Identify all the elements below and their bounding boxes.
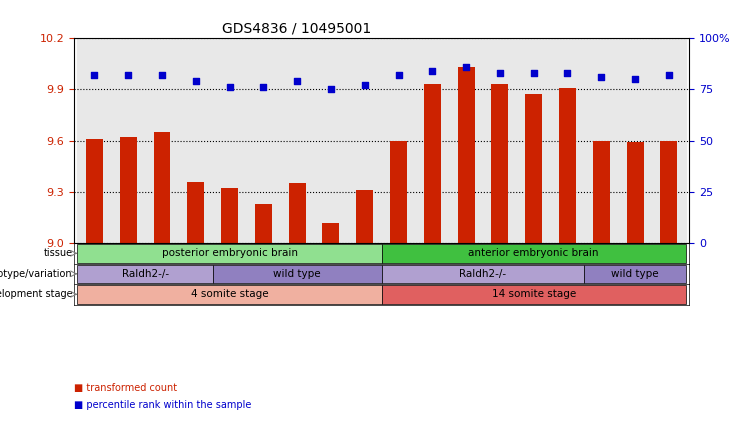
Bar <box>618 38 652 243</box>
Bar <box>314 38 348 243</box>
Bar <box>559 88 576 243</box>
FancyBboxPatch shape <box>213 265 382 283</box>
Text: GSM1065694: GSM1065694 <box>128 247 137 299</box>
FancyBboxPatch shape <box>382 285 685 304</box>
Point <box>629 76 641 82</box>
Text: GSM1065696: GSM1065696 <box>196 247 205 299</box>
Bar <box>213 38 247 243</box>
Point <box>595 74 607 80</box>
Point <box>663 71 675 78</box>
Text: wild type: wild type <box>611 269 659 279</box>
Text: GSM1065698: GSM1065698 <box>263 247 273 298</box>
Point <box>190 78 202 85</box>
Bar <box>289 183 305 243</box>
Bar <box>111 38 145 243</box>
Text: posterior embryonic brain: posterior embryonic brain <box>162 248 298 258</box>
Bar <box>86 139 103 243</box>
Bar <box>179 38 213 243</box>
Text: 14 somite stage: 14 somite stage <box>491 289 576 299</box>
Point <box>291 78 303 85</box>
Point <box>562 69 574 76</box>
Text: GSM1065693: GSM1065693 <box>94 247 104 299</box>
FancyBboxPatch shape <box>382 244 685 263</box>
Bar <box>585 38 618 243</box>
Point <box>460 63 472 70</box>
Text: GSM1065708: GSM1065708 <box>500 247 509 298</box>
Bar <box>153 132 170 243</box>
Bar <box>382 38 416 243</box>
Text: wild type: wild type <box>273 269 321 279</box>
Bar <box>187 181 205 243</box>
Point <box>88 71 100 78</box>
Text: GSM1065707: GSM1065707 <box>466 247 475 299</box>
Point <box>325 86 337 93</box>
Text: Raldh2-/-: Raldh2-/- <box>459 269 507 279</box>
Point <box>122 71 134 78</box>
Point <box>528 69 539 76</box>
Bar <box>280 38 314 243</box>
Point <box>156 71 168 78</box>
Point <box>393 71 405 78</box>
Bar <box>416 38 449 243</box>
Text: Raldh2-/-: Raldh2-/- <box>122 269 169 279</box>
Bar <box>356 190 373 243</box>
FancyBboxPatch shape <box>382 265 585 283</box>
Bar <box>483 38 516 243</box>
Bar <box>525 94 542 243</box>
Text: GSM1065697: GSM1065697 <box>230 247 239 299</box>
Bar <box>120 137 136 243</box>
Text: GSM1065700: GSM1065700 <box>331 247 340 299</box>
Text: genotype/variation: genotype/variation <box>0 269 73 279</box>
Text: GSM1065703: GSM1065703 <box>635 247 644 299</box>
Bar <box>348 38 382 243</box>
Point <box>257 84 269 91</box>
Text: GSM1065710: GSM1065710 <box>568 247 576 298</box>
Bar <box>551 38 585 243</box>
Bar <box>458 67 474 243</box>
Bar <box>449 38 483 243</box>
FancyBboxPatch shape <box>78 244 382 263</box>
Text: GSM1065709: GSM1065709 <box>534 247 542 299</box>
FancyBboxPatch shape <box>78 285 382 304</box>
Bar <box>322 222 339 243</box>
Bar <box>221 188 238 243</box>
Text: ■ percentile rank within the sample: ■ percentile rank within the sample <box>74 400 251 410</box>
Text: GSM1065706: GSM1065706 <box>432 247 442 299</box>
Bar <box>247 38 280 243</box>
Text: GSM1065704: GSM1065704 <box>669 247 678 299</box>
FancyBboxPatch shape <box>78 265 213 283</box>
Point <box>224 84 236 91</box>
Bar <box>652 38 685 243</box>
Text: ■ transformed count: ■ transformed count <box>74 383 177 393</box>
Bar <box>627 142 643 243</box>
Bar <box>593 140 610 243</box>
Bar <box>516 38 551 243</box>
Bar <box>660 140 677 243</box>
Text: GSM1065699: GSM1065699 <box>297 247 306 299</box>
Point <box>426 68 438 74</box>
Bar <box>491 84 508 243</box>
Bar <box>78 38 111 243</box>
Bar <box>255 204 272 243</box>
Text: tissue: tissue <box>43 248 73 258</box>
Text: GSM1065702: GSM1065702 <box>601 247 611 298</box>
Text: GSM1065705: GSM1065705 <box>399 247 408 299</box>
Text: development stage: development stage <box>0 289 73 299</box>
Text: 4 somite stage: 4 somite stage <box>190 289 268 299</box>
Bar <box>390 140 407 243</box>
Bar <box>424 84 441 243</box>
Text: GSM1065695: GSM1065695 <box>162 247 171 299</box>
Text: anterior embryonic brain: anterior embryonic brain <box>468 248 599 258</box>
Bar <box>145 38 179 243</box>
Point <box>494 69 506 76</box>
Point <box>359 82 370 88</box>
Text: GDS4836 / 10495001: GDS4836 / 10495001 <box>222 21 371 35</box>
Text: GSM1065701: GSM1065701 <box>365 247 373 298</box>
FancyBboxPatch shape <box>585 265 685 283</box>
